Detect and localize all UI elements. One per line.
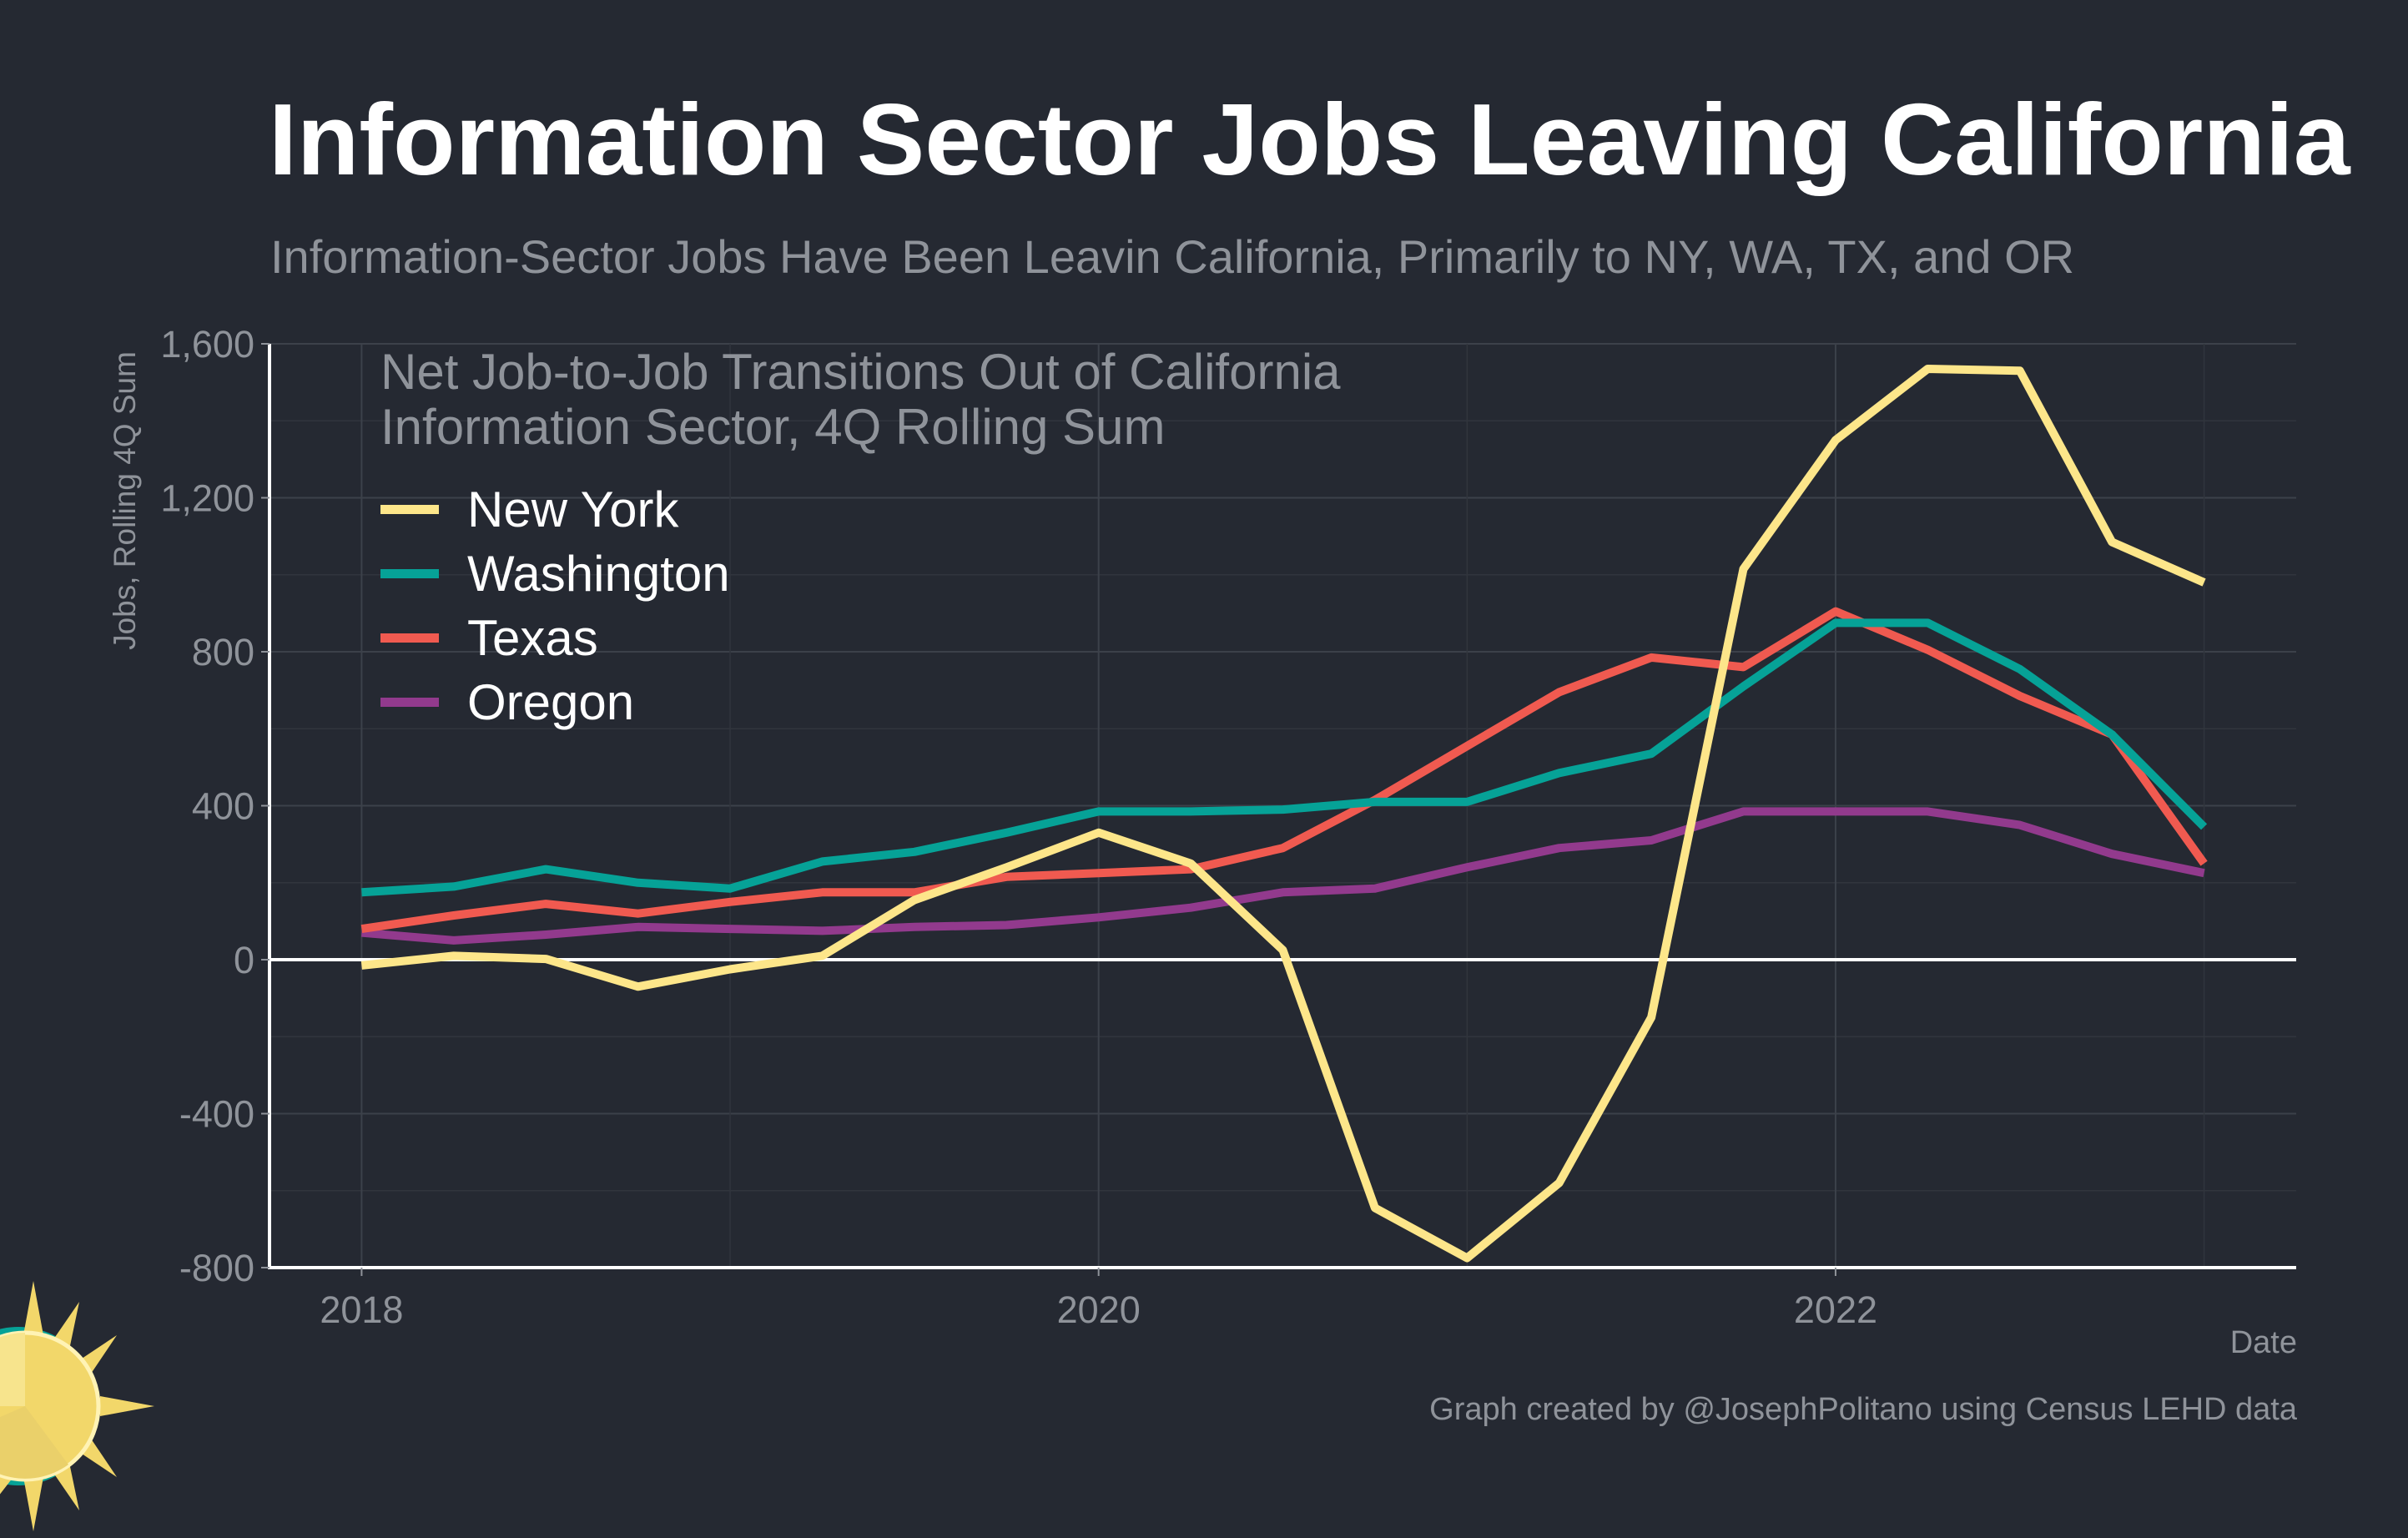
series-lines <box>360 365 2208 1263</box>
chart-note-line1: Net Job-to-Job Transitions Out of Califo… <box>380 344 1341 400</box>
source-credit: Graph created by @JosephPolitano using C… <box>1429 1392 2297 1427</box>
y-tick-label: 800 <box>192 631 254 673</box>
legend-swatch <box>380 569 439 578</box>
series-line-texas <box>360 607 2208 934</box>
y-tick-label: 0 <box>234 939 254 981</box>
series-line-new-york <box>360 365 2206 1263</box>
tick-labels: -800 -400 0 400 800 1,200 1,600 2018 2020 2022 <box>160 323 1877 1331</box>
legend-label: Oregon <box>467 673 635 730</box>
legend-label: Washington <box>467 545 730 602</box>
legend-item-washington: Washington <box>380 542 730 606</box>
legend-swatch <box>380 505 439 514</box>
sun-logo-icon <box>0 1281 154 1531</box>
x-tick-label: 2020 <box>1057 1288 1141 1331</box>
legend-swatch <box>380 633 439 643</box>
chart-title: Information Sector Jobs Leaving Californ… <box>269 83 2350 196</box>
legend-item-new-york: New York <box>380 477 730 542</box>
y-axis-label: Jobs, Rolling 4Q Sum <box>108 351 142 650</box>
legend-swatch <box>380 698 439 707</box>
legend-label: Texas <box>467 609 598 666</box>
x-tick-label: 2022 <box>1794 1288 1877 1331</box>
legend-label: New York <box>467 481 679 537</box>
series-line-oregon <box>360 807 2205 945</box>
y-tick-label: -400 <box>179 1093 254 1136</box>
series-line-washington <box>361 618 2208 897</box>
x-axis-label: Date <box>2229 1325 2297 1360</box>
y-tick-label: 1,600 <box>160 323 254 366</box>
legend: New York Washington Texas Oregon <box>380 477 730 734</box>
chart-note-line2: Information Sector, 4Q Rolling Sum <box>380 399 1166 455</box>
x-tick-label: 2018 <box>320 1288 403 1331</box>
legend-item-texas: Texas <box>380 606 730 670</box>
y-tick-label: 1,200 <box>160 477 254 520</box>
legend-item-oregon: Oregon <box>380 670 730 734</box>
y-tick-label: 400 <box>192 785 254 828</box>
y-tick-label: -800 <box>179 1247 254 1289</box>
chart-subtitle: Information-Sector Jobs Have Been Leavin… <box>270 230 2075 283</box>
